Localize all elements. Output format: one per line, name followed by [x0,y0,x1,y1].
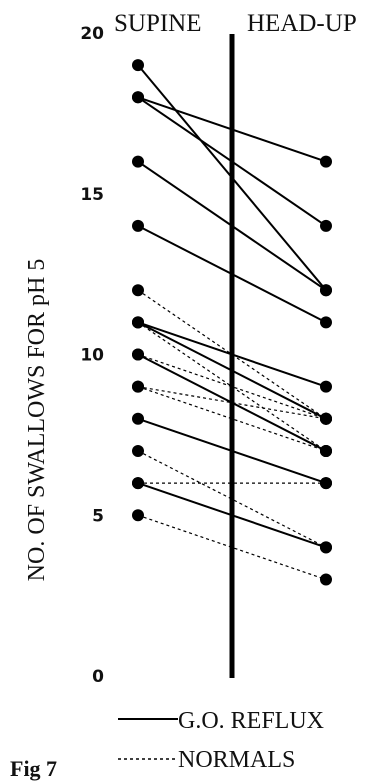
series-line-reflux [137,225,327,324]
right-column-label: HEAD-UP [247,10,357,37]
head-up-point [320,316,332,329]
supine-point [132,155,144,168]
supine-point [132,348,144,361]
head-up-point [320,284,332,297]
series-line-reflux [137,482,327,549]
head-up-point [320,477,332,490]
series-points [132,59,332,586]
supine-point [132,316,144,329]
left-column-label: SUPINE [114,10,202,37]
series-line-reflux [137,417,327,485]
series-line-reflux [137,160,327,292]
legend: G.O. REFLUX NORMALS [118,708,324,773]
head-up-point [320,155,332,168]
supine-point [132,91,144,104]
head-up-point [320,380,332,393]
series-line-normals [137,321,327,452]
supine-point [132,412,144,425]
supine-point [132,284,144,297]
head-up-point [320,541,332,554]
series-line-reflux [137,353,327,452]
y-tick-label: 0 [92,667,104,687]
series-line-reflux [137,321,327,420]
series-line-reflux [137,321,327,388]
series-line-normals [137,289,327,420]
y-tick-label: 15 [80,185,104,205]
legend-reflux-label: G.O. REFLUX [178,708,324,734]
head-up-point [320,219,332,232]
legend-normals-label: NORMALS [178,747,295,773]
y-tick-label: 5 [92,506,104,526]
supine-point [132,219,144,232]
figure-caption: Fig 7 [10,756,57,781]
supine-point [132,59,144,72]
supine-point [132,444,144,457]
head-up-point [320,573,332,586]
supine-point [132,477,144,490]
supine-point [132,509,144,522]
supine-point [132,380,144,393]
series-line-reflux [137,96,327,227]
series-line-reflux [137,64,327,291]
y-tick-label: 10 [80,346,104,366]
y-axis-label: NO. OF SWALLOWS FOR pH 5 [24,259,50,582]
head-up-point [320,444,332,457]
series-line-normals [137,450,327,548]
series-line-normals [137,386,327,420]
y-ticks: 0 5 10 15 20 [80,24,104,687]
head-up-point [320,412,332,425]
series-line-reflux [137,96,327,163]
series-lines [137,64,327,581]
y-tick-label: 20 [80,24,104,44]
